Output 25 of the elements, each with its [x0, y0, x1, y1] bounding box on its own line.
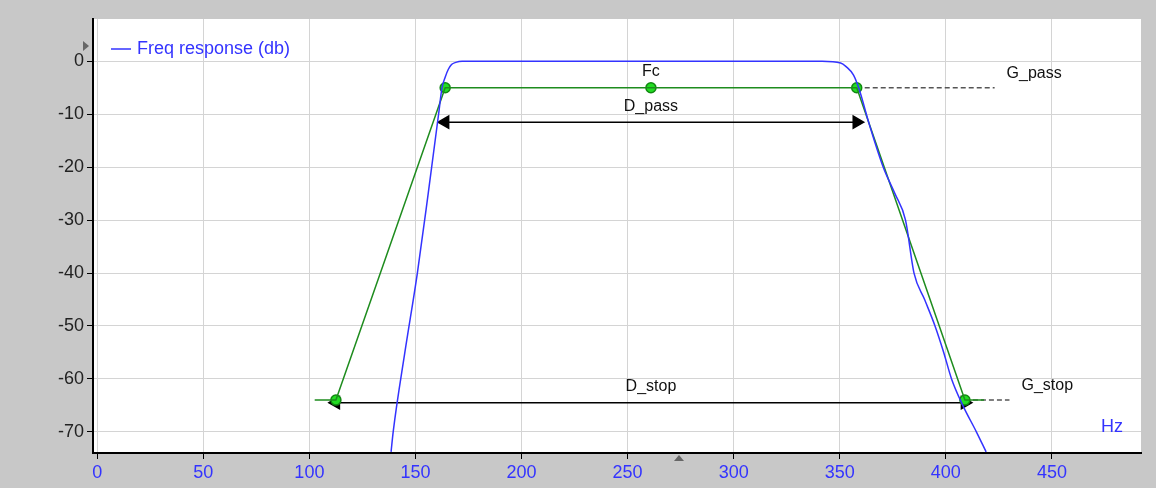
- annotation: Fc: [642, 62, 660, 80]
- legend-label: Freq response (db): [137, 37, 291, 58]
- x-tick-label: 250: [612, 461, 643, 482]
- x-axis-title: Hz: [1101, 415, 1123, 436]
- annotation: D_stop: [625, 377, 677, 396]
- x-tick-label: 150: [400, 461, 431, 482]
- x-tick-label: 200: [506, 461, 537, 482]
- x-tick-label: 400: [930, 461, 961, 482]
- y-tick-label: -60: [57, 367, 84, 388]
- y-tick-label: -10: [57, 103, 84, 124]
- x-tick-label: 350: [824, 461, 855, 482]
- annotation: G_stop: [1021, 376, 1074, 395]
- x-tick-label: 450: [1036, 461, 1067, 482]
- x-tick-label: 100: [294, 461, 325, 482]
- y-tick-label: -30: [57, 209, 84, 230]
- x-tick-label: 50: [193, 461, 214, 482]
- y-tick-label: -40: [57, 262, 84, 283]
- annotation: G_pass: [1006, 64, 1062, 83]
- y-tick-label: -70: [57, 420, 84, 441]
- annotation: D_pass: [623, 96, 679, 115]
- x-tick-label: 300: [718, 461, 749, 482]
- y-tick-label: -50: [57, 314, 84, 335]
- y-tick-label: 0: [73, 50, 84, 71]
- x-tick-label: 0: [92, 461, 103, 482]
- y-tick-label: -20: [57, 156, 84, 177]
